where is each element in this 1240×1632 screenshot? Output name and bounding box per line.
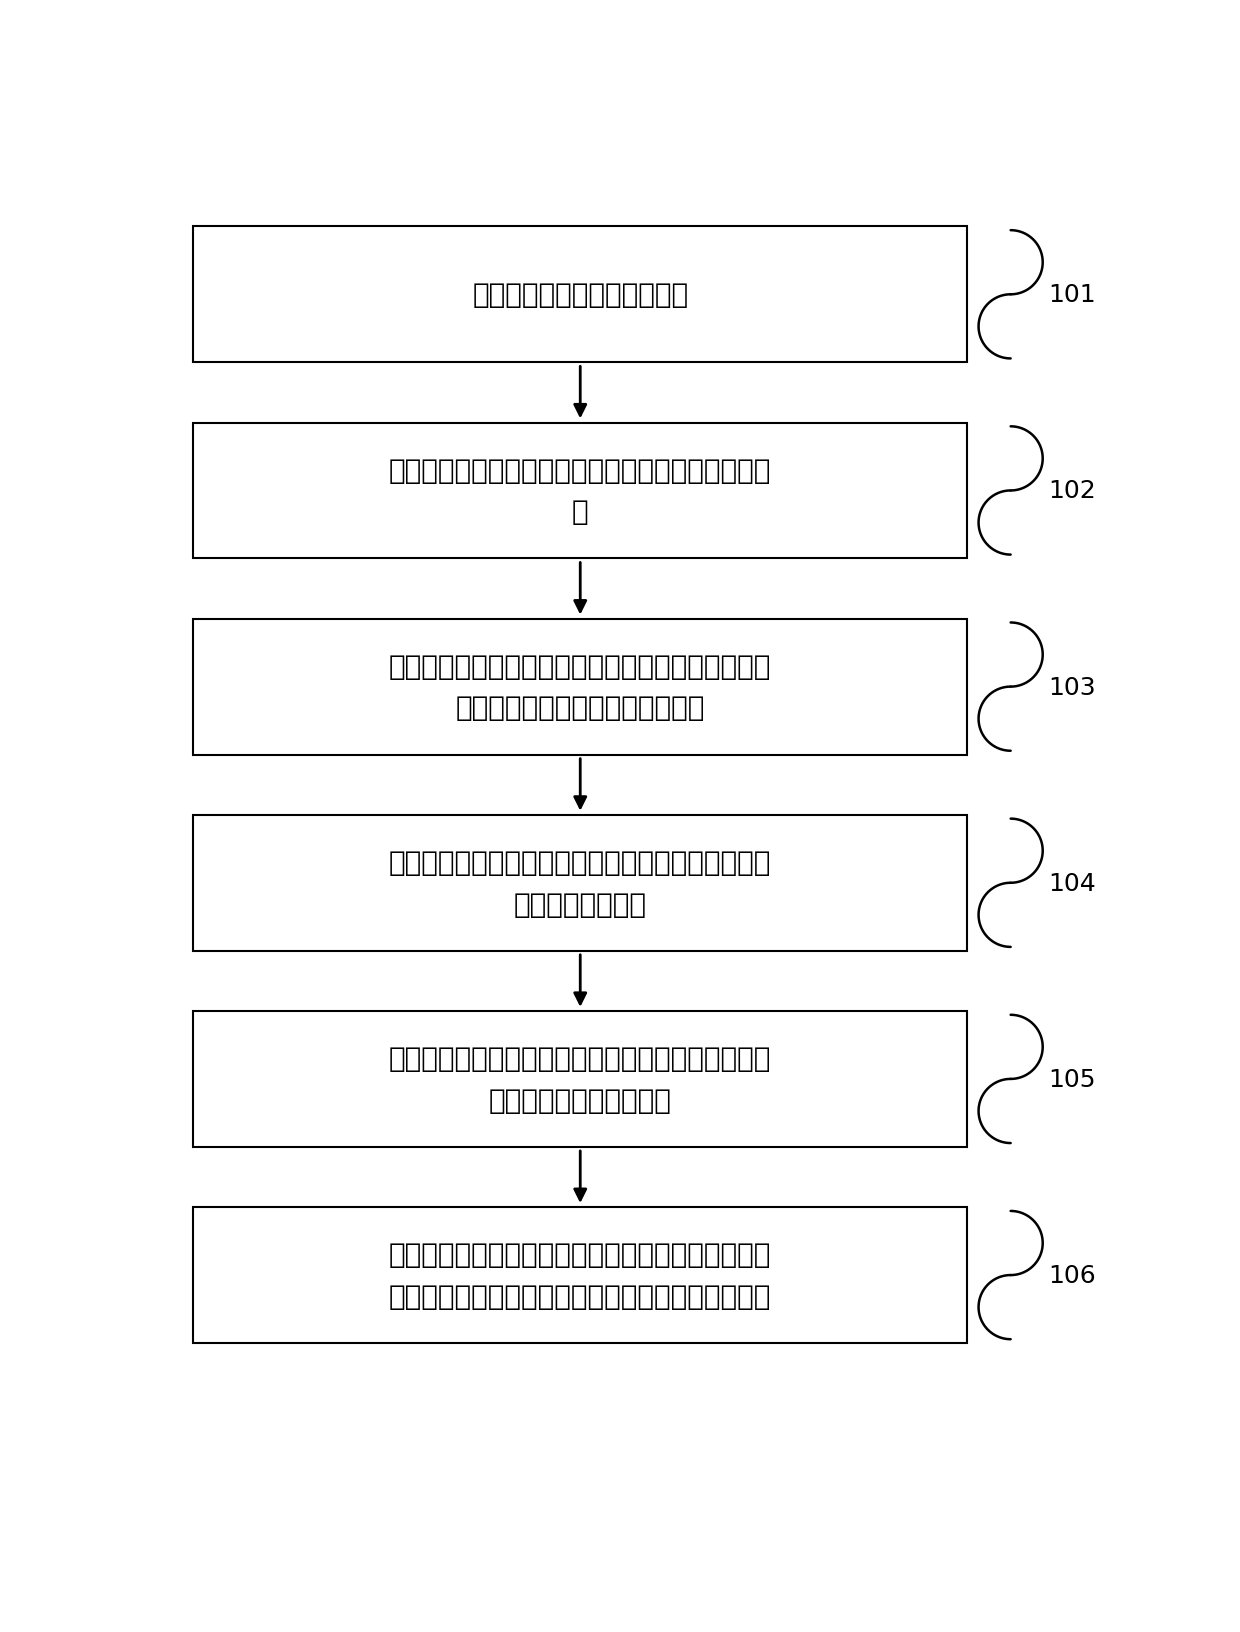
Text: 根据所述钓井测井曲线，确定出分流河道的测井相特: 根据所述钓井测井曲线，确定出分流河道的测井相特 (389, 457, 771, 485)
Text: 中分流河道的位置: 中分流河道的位置 (513, 889, 647, 917)
Bar (193, 1012, 967, 1147)
Text: 根据所述地震相特征对所述目的层系进行构造精细解: 根据所述地震相特征对所述目的层系进行构造精细解 (389, 1044, 771, 1072)
Text: 释，以恢复得到微古地貌: 释，以恢复得到微古地貌 (489, 1085, 672, 1115)
Text: 101: 101 (1049, 282, 1096, 307)
Text: 所述微古地貌，得到所述目的层系中分流河道的展布: 所述微古地貌，得到所述目的层系中分流河道的展布 (389, 1283, 771, 1310)
Bar (193, 227, 967, 362)
Bar (193, 816, 967, 951)
Text: 105: 105 (1049, 1067, 1096, 1092)
Bar (193, 1208, 967, 1343)
Text: 106: 106 (1049, 1263, 1096, 1288)
Text: 103: 103 (1049, 676, 1096, 698)
Bar (193, 619, 967, 756)
Text: 104: 104 (1049, 871, 1096, 896)
Text: 基于所述测井曲线进行地震波形反演，得到目的层系: 基于所述测井曲线进行地震波形反演，得到目的层系 (389, 849, 771, 876)
Text: 征: 征 (572, 498, 589, 526)
Text: 根据所述测井相特征在地震剖面上标定出分流河道的: 根据所述测井相特征在地震剖面上标定出分流河道的 (389, 653, 771, 681)
Text: 102: 102 (1049, 480, 1096, 503)
Bar (193, 423, 967, 560)
Text: 基于所述地震相特征、反演得到的分流河道的位置和: 基于所述地震相特征、反演得到的分流河道的位置和 (389, 1240, 771, 1268)
Text: 获取目的层系的钓井测井曲线: 获取目的层系的钓井测井曲线 (472, 281, 688, 308)
Text: 位置，得到分流河道的地震相特征: 位置，得到分流河道的地震相特征 (455, 694, 704, 721)
